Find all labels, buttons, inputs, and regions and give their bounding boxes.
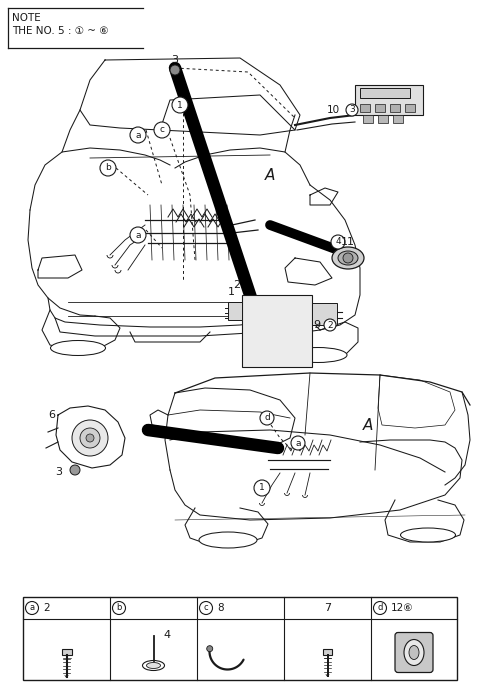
- FancyBboxPatch shape: [242, 295, 312, 367]
- Text: c: c: [204, 603, 208, 612]
- Text: a: a: [135, 230, 141, 239]
- Circle shape: [72, 420, 108, 456]
- Circle shape: [100, 160, 116, 176]
- Circle shape: [86, 434, 94, 442]
- Text: A: A: [363, 418, 373, 433]
- Circle shape: [373, 601, 386, 614]
- Text: 2: 2: [43, 603, 49, 613]
- Circle shape: [200, 601, 213, 614]
- Circle shape: [130, 127, 146, 143]
- Text: c: c: [159, 125, 165, 134]
- Text: 3: 3: [171, 55, 179, 65]
- Text: NOTE: NOTE: [12, 13, 41, 23]
- FancyBboxPatch shape: [360, 88, 410, 98]
- FancyBboxPatch shape: [393, 115, 403, 123]
- FancyBboxPatch shape: [378, 115, 388, 123]
- Circle shape: [346, 104, 358, 116]
- Circle shape: [170, 65, 180, 75]
- FancyBboxPatch shape: [323, 649, 332, 655]
- FancyBboxPatch shape: [363, 115, 373, 123]
- Text: 6: 6: [48, 410, 55, 420]
- Circle shape: [343, 253, 353, 263]
- Text: 1: 1: [177, 100, 183, 109]
- Text: THE NO. 5 : ① ~ ⑥: THE NO. 5 : ① ~ ⑥: [12, 26, 108, 36]
- FancyBboxPatch shape: [405, 104, 415, 112]
- Text: a: a: [135, 131, 141, 140]
- Text: b: b: [116, 603, 122, 612]
- Text: 10: 10: [327, 105, 340, 115]
- Circle shape: [324, 319, 336, 331]
- FancyBboxPatch shape: [390, 104, 400, 112]
- Text: 3: 3: [349, 105, 355, 114]
- Circle shape: [112, 601, 125, 614]
- Text: 2: 2: [327, 321, 333, 330]
- Circle shape: [291, 436, 305, 450]
- FancyBboxPatch shape: [228, 302, 242, 320]
- Text: d: d: [377, 603, 383, 612]
- Text: 4: 4: [335, 237, 341, 246]
- Text: d: d: [264, 413, 270, 422]
- Text: 3: 3: [55, 467, 62, 477]
- Text: a: a: [295, 438, 301, 447]
- Text: 1: 1: [259, 484, 265, 493]
- Text: a: a: [29, 603, 35, 612]
- FancyBboxPatch shape: [395, 632, 433, 672]
- Text: 4: 4: [164, 630, 170, 641]
- FancyBboxPatch shape: [61, 649, 72, 654]
- Text: A: A: [265, 167, 275, 182]
- Ellipse shape: [404, 640, 424, 665]
- Circle shape: [130, 227, 146, 243]
- Text: 7: 7: [324, 603, 331, 613]
- Ellipse shape: [143, 660, 165, 671]
- Ellipse shape: [338, 251, 358, 265]
- Circle shape: [154, 122, 170, 138]
- Circle shape: [80, 428, 100, 448]
- Text: 12⑥: 12⑥: [391, 603, 413, 613]
- Ellipse shape: [289, 347, 347, 363]
- Text: 1: 1: [228, 287, 235, 297]
- Ellipse shape: [50, 341, 106, 356]
- Text: 2: 2: [233, 280, 240, 290]
- Circle shape: [172, 97, 188, 113]
- Ellipse shape: [400, 528, 456, 542]
- Circle shape: [331, 235, 345, 249]
- Circle shape: [25, 601, 38, 614]
- Circle shape: [254, 480, 270, 496]
- Circle shape: [70, 465, 80, 475]
- Circle shape: [260, 411, 274, 425]
- FancyBboxPatch shape: [360, 104, 370, 112]
- Ellipse shape: [332, 247, 364, 269]
- Ellipse shape: [409, 645, 419, 660]
- Text: 8: 8: [217, 603, 224, 613]
- FancyBboxPatch shape: [312, 303, 337, 325]
- FancyBboxPatch shape: [355, 85, 423, 115]
- Ellipse shape: [199, 532, 257, 548]
- Text: b: b: [105, 164, 111, 173]
- Ellipse shape: [146, 663, 160, 669]
- Text: 9: 9: [313, 320, 320, 330]
- Circle shape: [207, 645, 213, 652]
- FancyBboxPatch shape: [23, 597, 457, 680]
- Text: 11: 11: [341, 237, 355, 247]
- FancyBboxPatch shape: [375, 104, 385, 112]
